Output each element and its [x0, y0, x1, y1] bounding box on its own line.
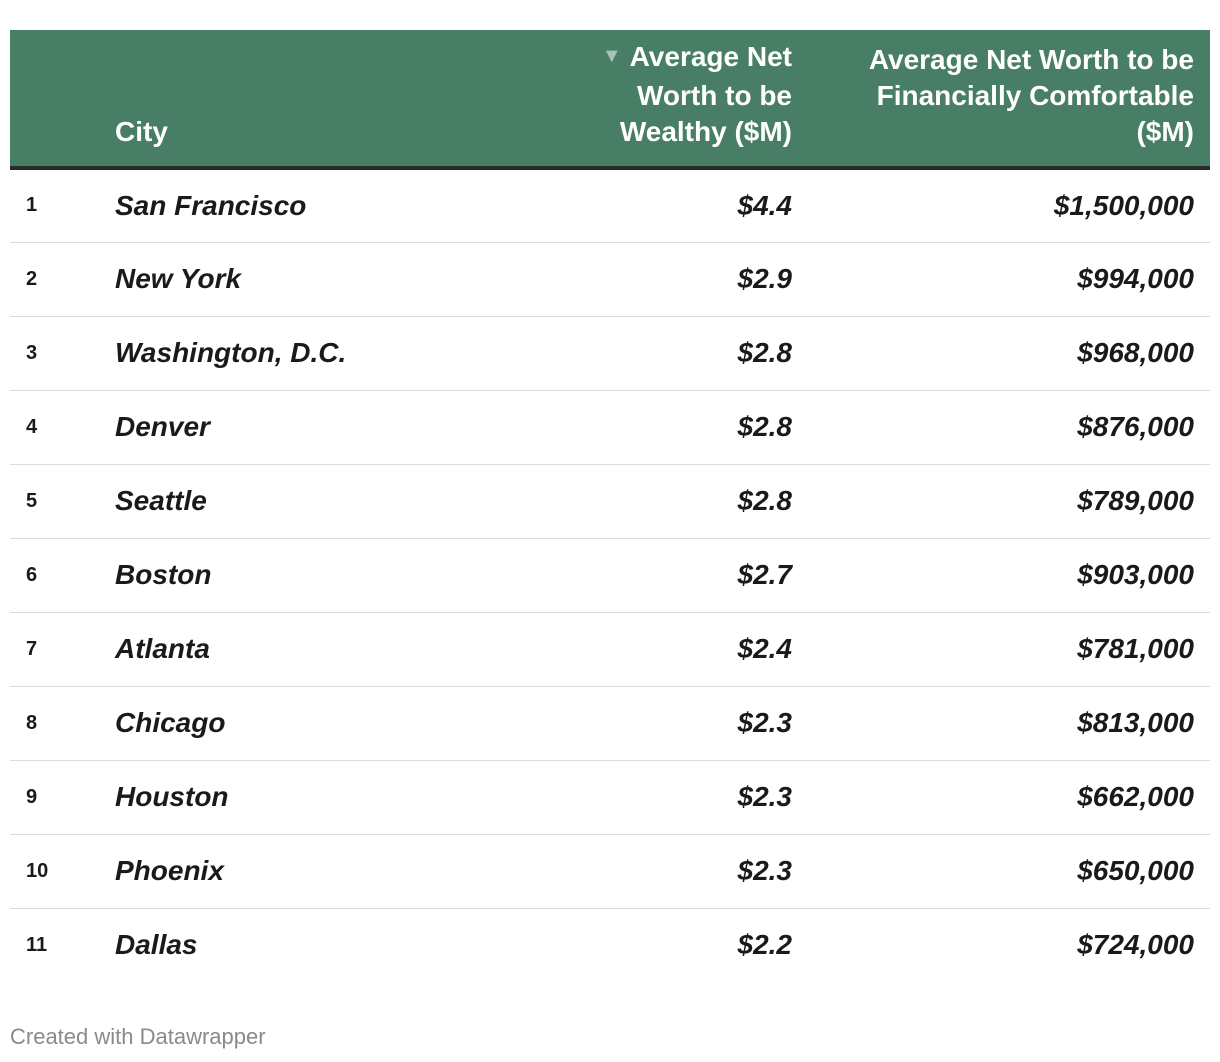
comfortable-value-cell: $876,000: [1077, 411, 1194, 442]
wealthy-value-cell: $2.3: [737, 707, 793, 738]
wealthy-column-header[interactable]: ▼ Average Net Worth to be Wealthy ($M): [530, 30, 792, 170]
wealthy-value-cell: $4.4: [737, 189, 793, 221]
city-cell: Houston: [115, 781, 229, 812]
rank-cell: 7: [26, 637, 38, 660]
city-column-header[interactable]: City: [115, 30, 530, 170]
table-row: 8 Chicago $2.3 $813,000: [10, 686, 1210, 760]
table-row: 6 Boston $2.7 $903,000: [10, 538, 1210, 612]
comfort-header-line-3: ($M): [1136, 116, 1194, 147]
wealthy-value-cell: $2.3: [737, 855, 793, 886]
wealthy-header-line-2: Worth to be: [636, 80, 792, 111]
rank-cell: 8: [26, 711, 38, 734]
comfortable-value-cell: $789,000: [1077, 485, 1194, 516]
triangle-down-icon: ▼: [601, 45, 622, 67]
table-header: City ▼ Average Net Worth to be Wealthy ($…: [10, 30, 1210, 170]
wealthy-header-line-1: ▼ Average Net: [530, 39, 792, 78]
table-body: 1 San Francisco $4.4 $1,500,000 2 New York $2.…: [10, 168, 1210, 982]
city-cell: San Francisco: [115, 189, 307, 221]
wealthy-value-cell: $2.2: [737, 929, 793, 961]
rank-cell: 5: [26, 489, 38, 512]
city-cell: Denver: [115, 411, 210, 442]
table-row: 9 Houston $2.3 $662,000: [10, 760, 1210, 834]
city-net-worth-table: City ▼ Average Net Worth to be Wealthy ($…: [10, 30, 1210, 982]
wealthy-value-cell: $2.3: [737, 781, 793, 812]
city-cell: Atlanta: [115, 633, 210, 664]
wealthy-header-line-3: Wealthy ($M): [619, 116, 792, 147]
city-cell: Seattle: [115, 485, 207, 516]
city-cell: Boston: [115, 559, 212, 590]
table-row: 2 New York $2.9 $994,000: [10, 242, 1210, 316]
comfortable-value-cell: $903,000: [1077, 559, 1194, 590]
rank-column-header: [10, 30, 115, 170]
rank-cell: 11: [26, 933, 48, 956]
city-cell: New York: [115, 263, 242, 294]
wealthy-value-cell: $2.8: [737, 485, 793, 516]
comfortable-value-cell: $968,000: [1077, 337, 1194, 368]
city-header-label: City: [115, 116, 168, 147]
comfortable-column-header[interactable]: Average Net Worth to be Financially Comf…: [792, 30, 1210, 170]
wealthy-header-text-1: Average Net: [629, 41, 792, 72]
table-row: 10 Phoenix $2.3 $650,000: [10, 834, 1210, 908]
table-row: 11 Dallas $2.2 $724,000: [10, 908, 1210, 982]
table-row: 4 Denver $2.8 $876,000: [10, 390, 1210, 464]
rank-cell: 3: [26, 341, 38, 364]
city-cell: Washington, D.C.: [115, 337, 347, 368]
header-row: City ▼ Average Net Worth to be Wealthy ($…: [10, 30, 1210, 170]
rank-cell: 10: [26, 859, 49, 882]
table-row: 5 Seattle $2.8 $789,000: [10, 464, 1210, 538]
comfortable-value-cell: $724,000: [1077, 929, 1194, 961]
city-cell: Dallas: [115, 929, 198, 961]
comfort-header-line-2: Financially Comfortable: [876, 80, 1194, 111]
wealthy-value-cell: $2.9: [737, 263, 793, 294]
datawrapper-credit: Created with Datawrapper: [10, 1024, 266, 1049]
comfort-header-line-1: Average Net Worth to be: [868, 44, 1194, 75]
table-row: 7 Atlanta $2.4 $781,000: [10, 612, 1210, 686]
rank-cell: 2: [26, 267, 38, 290]
comfortable-value-cell: $662,000: [1077, 781, 1194, 812]
rank-cell: 6: [26, 563, 38, 586]
wealthy-value-cell: $2.8: [737, 411, 793, 442]
wealthy-value-cell: $2.4: [737, 633, 793, 664]
rank-cell: 9: [26, 785, 38, 808]
table-row: 1 San Francisco $4.4 $1,500,000: [10, 168, 1210, 242]
comfortable-value-cell: $1,500,000: [1053, 189, 1194, 221]
data-table-container: City ▼ Average Net Worth to be Wealthy ($…: [10, 30, 1210, 982]
wealthy-value-cell: $2.7: [737, 559, 793, 590]
comfortable-value-cell: $813,000: [1077, 707, 1194, 738]
table-row: 3 Washington, D.C. $2.8 $968,000: [10, 316, 1210, 390]
wealthy-value-cell: $2.8: [737, 337, 793, 368]
city-cell: Chicago: [115, 707, 226, 738]
city-cell: Phoenix: [115, 855, 224, 886]
rank-cell: 4: [26, 415, 38, 438]
comfortable-value-cell: $650,000: [1077, 855, 1194, 886]
comfortable-value-cell: $781,000: [1077, 633, 1194, 664]
comfortable-value-cell: $994,000: [1077, 263, 1194, 294]
rank-cell: 1: [26, 194, 38, 217]
